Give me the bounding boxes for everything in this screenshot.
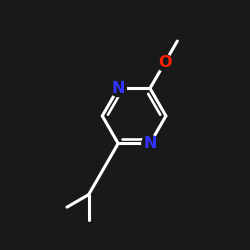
Text: O: O [158, 55, 172, 70]
Circle shape [110, 80, 126, 96]
Circle shape [156, 54, 173, 71]
Text: N: N [112, 81, 125, 96]
Text: N: N [143, 136, 157, 151]
Circle shape [142, 135, 158, 152]
